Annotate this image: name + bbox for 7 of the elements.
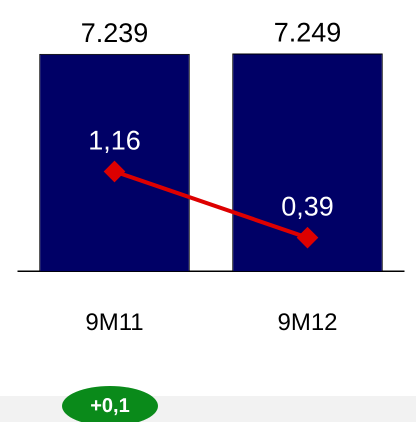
data-label: 0,39 [281, 192, 334, 222]
x-tick-label: 9M11 [85, 309, 144, 336]
data-label: 7.249 [274, 17, 342, 48]
text: +0,1 [62, 386, 158, 422]
x-tick-label: 9M12 [277, 309, 338, 336]
data-label: 1,16 [88, 125, 141, 156]
data-label: 7.239 [80, 18, 148, 48]
